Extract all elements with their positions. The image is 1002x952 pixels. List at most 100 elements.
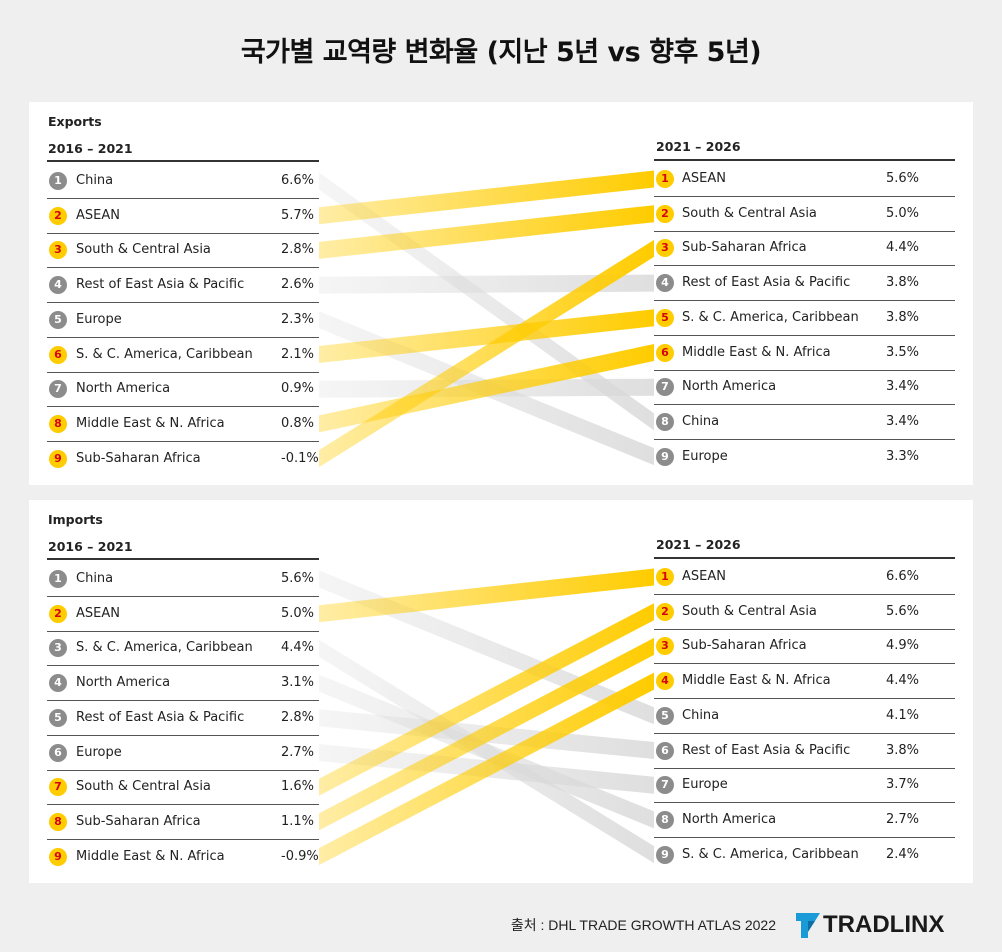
right-growth-value: 3.7% bbox=[886, 777, 920, 793]
right-period-label: 2021 – 2026 bbox=[656, 139, 741, 154]
right-growth-value: 5.0% bbox=[886, 205, 920, 221]
right-row-divider bbox=[654, 230, 955, 232]
left-row-divider bbox=[47, 700, 319, 702]
left-growth-value: 6.6% bbox=[281, 173, 315, 188]
right-rank-badge: 8 bbox=[656, 810, 674, 829]
right-row-divider bbox=[654, 802, 955, 804]
left-growth-value: 2.3% bbox=[281, 311, 315, 327]
left-rank-badge: 1 bbox=[49, 570, 67, 588]
right-rank-badge: 4 bbox=[656, 274, 674, 293]
right-row-divider bbox=[654, 369, 955, 371]
exports-panel: Exports 2016 – 2021 2021 – 2026 1 China 6.6% 2… bbox=[29, 102, 973, 485]
right-row-divider bbox=[654, 767, 955, 769]
left-rank-badge: 7 bbox=[49, 380, 67, 399]
left-rank-badge: 9 bbox=[49, 847, 67, 866]
left-row-divider bbox=[47, 630, 319, 632]
left-rank-badge: 1 bbox=[49, 172, 67, 190]
left-region-name: Middle East & N. Africa bbox=[76, 415, 225, 431]
left-row-divider bbox=[47, 734, 319, 736]
right-rank-badge: 6 bbox=[656, 343, 674, 362]
right-row-divider bbox=[654, 663, 955, 665]
left-row-divider bbox=[47, 440, 319, 442]
left-region-name: Sub-Saharan Africa bbox=[76, 450, 201, 466]
band-s-c-america-caribbean bbox=[319, 309, 654, 363]
brand-logo: TRADLINX bbox=[795, 910, 944, 940]
right-region-name: North America bbox=[682, 379, 777, 395]
right-row-divider bbox=[654, 732, 955, 734]
right-growth-value: 3.5% bbox=[886, 344, 920, 360]
right-growth-value: 4.4% bbox=[886, 673, 920, 689]
right-rank-badge: 5 bbox=[656, 308, 674, 327]
left-rank-badge: 9 bbox=[49, 449, 67, 468]
tradlinx-logo-icon bbox=[796, 913, 820, 938]
left-region-name: China bbox=[76, 173, 114, 188]
left-row-divider bbox=[47, 336, 319, 338]
left-growth-value: 0.8% bbox=[281, 415, 315, 431]
left-row-divider bbox=[47, 838, 319, 840]
right-rank-badge: 8 bbox=[656, 412, 674, 431]
left-growth-value: 4.4% bbox=[281, 640, 315, 656]
right-region-name: ASEAN bbox=[682, 171, 726, 186]
right-period-label: 2021 – 2026 bbox=[656, 537, 741, 552]
left-row-divider bbox=[47, 406, 319, 408]
band-south-central-asia bbox=[319, 603, 654, 796]
left-row-divider bbox=[47, 267, 319, 269]
right-header-rule bbox=[654, 159, 955, 161]
left-rank-badge: 8 bbox=[49, 812, 67, 831]
left-rank-badge: 4 bbox=[49, 276, 67, 295]
band-rest-of-east-asia-pacific bbox=[319, 274, 654, 294]
right-growth-value: 4.9% bbox=[886, 638, 920, 654]
left-region-name: North America bbox=[76, 381, 171, 397]
right-row-divider bbox=[654, 404, 955, 406]
right-region-name: Middle East & N. Africa bbox=[682, 673, 831, 689]
left-row-divider bbox=[47, 769, 319, 771]
right-rank-badge: 1 bbox=[656, 568, 674, 586]
right-growth-value: 5.6% bbox=[886, 171, 920, 186]
left-growth-value: 2.8% bbox=[281, 709, 315, 725]
left-header-rule bbox=[47, 160, 319, 162]
left-region-name: S. & C. America, Caribbean bbox=[76, 640, 253, 656]
right-rank-badge: 5 bbox=[656, 706, 674, 725]
left-region-name: Rest of East Asia & Pacific bbox=[76, 277, 245, 293]
right-region-name: Europe bbox=[682, 448, 728, 464]
slope-bands bbox=[319, 170, 654, 468]
band-south-central-asia bbox=[319, 205, 654, 259]
right-row-divider bbox=[654, 438, 955, 440]
left-rank-badge: 2 bbox=[49, 206, 67, 225]
right-region-name: South & Central Asia bbox=[682, 603, 817, 619]
right-region-name: S. & C. America, Caribbean bbox=[682, 309, 859, 325]
left-growth-value: 2.6% bbox=[281, 277, 315, 293]
left-rank-badge: 5 bbox=[49, 708, 67, 727]
right-rank-badge: 9 bbox=[656, 845, 674, 864]
left-growth-value: 0.9% bbox=[281, 381, 315, 397]
right-row-divider bbox=[654, 265, 955, 267]
right-growth-value: 3.8% bbox=[886, 742, 920, 758]
left-region-name: Middle East & N. Africa bbox=[76, 848, 225, 864]
right-region-name: China bbox=[682, 413, 720, 429]
left-rank-badge: 3 bbox=[49, 241, 67, 260]
left-growth-value: 3.1% bbox=[281, 675, 315, 691]
right-row-divider bbox=[654, 836, 955, 838]
right-region-name: Rest of East Asia & Pacific bbox=[682, 275, 851, 291]
chart-title: Imports bbox=[48, 512, 103, 527]
right-growth-value: 4.4% bbox=[886, 240, 920, 256]
right-region-name: ASEAN bbox=[682, 569, 726, 584]
right-growth-value: 5.6% bbox=[886, 603, 920, 619]
left-period-label: 2016 – 2021 bbox=[48, 539, 133, 554]
right-rank-badge: 6 bbox=[656, 741, 674, 760]
right-rank-badge: 2 bbox=[656, 602, 674, 621]
left-rank-badge: 2 bbox=[49, 604, 67, 623]
brand-name: TRADLINX bbox=[823, 911, 945, 938]
right-growth-value: 3.3% bbox=[886, 448, 920, 464]
left-row-divider bbox=[47, 665, 319, 667]
right-region-name: North America bbox=[682, 811, 777, 827]
left-rank-badge: 3 bbox=[49, 639, 67, 658]
right-rank-badge: 7 bbox=[656, 776, 674, 795]
right-growth-value: 2.4% bbox=[886, 846, 920, 862]
right-growth-value: 2.7% bbox=[886, 811, 920, 827]
right-header-rule bbox=[654, 557, 955, 559]
left-growth-value: 2.1% bbox=[281, 346, 315, 362]
left-region-name: Rest of East Asia & Pacific bbox=[76, 709, 245, 725]
right-region-name: China bbox=[682, 707, 720, 723]
right-rank-badge: 3 bbox=[656, 637, 674, 656]
